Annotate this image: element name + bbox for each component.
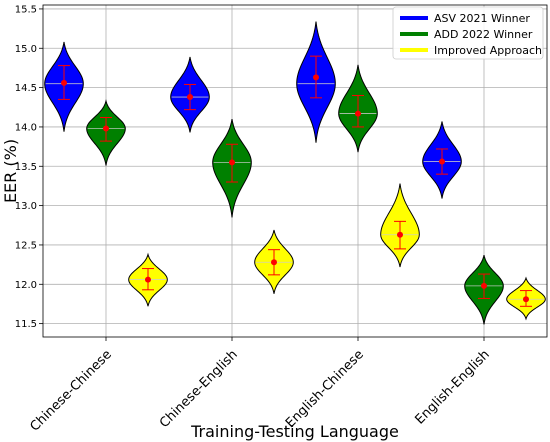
y-tick-label: 15.5	[15, 4, 37, 15]
y-tick-label: 11.5	[15, 319, 37, 330]
x-tick-label: Chinese-English	[157, 347, 241, 431]
legend-box	[392, 6, 544, 60]
x-tick-label: English-Chinese	[283, 347, 367, 431]
x-tick-label: English-English	[413, 347, 493, 427]
mean-point	[355, 110, 361, 117]
y-tick-label: 12.5	[15, 240, 37, 251]
mean-point	[145, 276, 151, 283]
y-tick-label: 14.5	[15, 83, 37, 94]
y-tick-label: 13.0	[15, 201, 37, 212]
mean-point	[103, 125, 109, 132]
legend-entry-label: Improved Approach	[434, 44, 542, 57]
mean-point	[439, 158, 445, 165]
violins	[44, 21, 546, 325]
mean-point	[187, 94, 193, 101]
mean-point	[397, 231, 403, 238]
legend: ASV 2021 Winner ADD 2022 Winner Improved A…	[392, 6, 544, 60]
mean-point	[229, 159, 235, 166]
mean-point	[61, 79, 67, 86]
y-axis-ticks: 11.5 12.0 12.5 13.0 13.5 14.0 14.5 15.0 15.5	[15, 4, 43, 330]
x-axis-ticks: Chinese-Chinese Chinese-English English-Ch…	[27, 337, 493, 435]
mean-point	[271, 259, 277, 266]
legend-entry-label: ADD 2022 Winner	[434, 28, 533, 41]
y-tick-label: 14.0	[15, 122, 37, 133]
y-tick-label: 12.0	[15, 280, 37, 291]
mean-point	[523, 296, 529, 303]
y-tick-label: 15.0	[15, 44, 37, 55]
y-axis-title: EER (%)	[1, 139, 20, 203]
mean-point	[313, 74, 319, 81]
legend-entry-label: ASV 2021 Winner	[434, 12, 530, 25]
x-axis-title: Training-Testing Language	[190, 422, 399, 441]
y-tick-label: 13.5	[15, 162, 37, 173]
plot-frame	[42, 4, 548, 338]
mean-point	[481, 282, 487, 289]
x-tick-label: Chinese-Chinese	[27, 347, 114, 434]
